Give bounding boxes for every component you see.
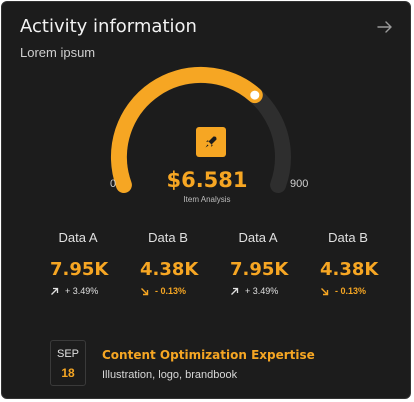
stat-change: - 0.13% — [140, 286, 230, 296]
stat-value: 4.38K — [320, 259, 379, 280]
arrow-right-icon[interactable] — [374, 16, 396, 38]
arrow-down-right-icon — [141, 287, 149, 295]
stat-value: 7.95K — [230, 259, 289, 280]
stat-value: 4.38K — [140, 259, 199, 280]
event-title[interactable]: Content Optimization Expertise — [102, 348, 315, 362]
stat-item: Data A 7.95K + 3.49% — [50, 230, 140, 296]
arrow-up-right-icon — [231, 287, 239, 295]
card-subtitle: Lorem ipsum — [20, 45, 96, 60]
event-subtitle: Illustration, logo, brandbook — [102, 369, 238, 381]
gauge-amount-label: Item Analysis — [183, 195, 231, 204]
stat-label: Data A — [58, 230, 98, 245]
stat-change: + 3.49% — [230, 286, 320, 296]
stat-label: Data A — [238, 230, 278, 245]
rocket-icon — [196, 127, 226, 157]
stat-label: Data B — [148, 230, 188, 245]
gauge-amount: $6.581 — [166, 168, 248, 192]
stat-item: Data B 4.38K - 0.13% — [320, 230, 410, 296]
arrow-down-right-icon — [321, 287, 329, 295]
stat-value: 7.95K — [50, 259, 109, 280]
stat-change-text: - 0.13% — [335, 286, 367, 296]
arrow-up-right-icon — [51, 287, 59, 295]
event-month: SEP — [56, 348, 79, 360]
event-day: 18 — [61, 366, 75, 380]
gauge-knob — [250, 90, 260, 100]
stat-change-text: + 3.49% — [65, 286, 99, 296]
gauge-chart — [110, 66, 291, 193]
stat-change: + 3.49% — [50, 286, 140, 296]
stat-item: Data B 4.38K - 0.13% — [140, 230, 230, 296]
stat-change-text: - 0.13% — [155, 286, 187, 296]
stat-item: Data A 7.95K + 3.49% — [230, 230, 320, 296]
stat-change: - 0.13% — [320, 286, 410, 296]
stat-label: Data B — [328, 230, 368, 245]
gauge-min-label: 0 — [110, 178, 117, 190]
gauge-fill — [110, 66, 263, 193]
card-title: Activity information — [20, 16, 197, 37]
event-date: SEP 18 — [50, 340, 86, 386]
stat-change-text: + 3.49% — [245, 286, 279, 296]
gauge-max-label: 900 — [290, 178, 309, 190]
